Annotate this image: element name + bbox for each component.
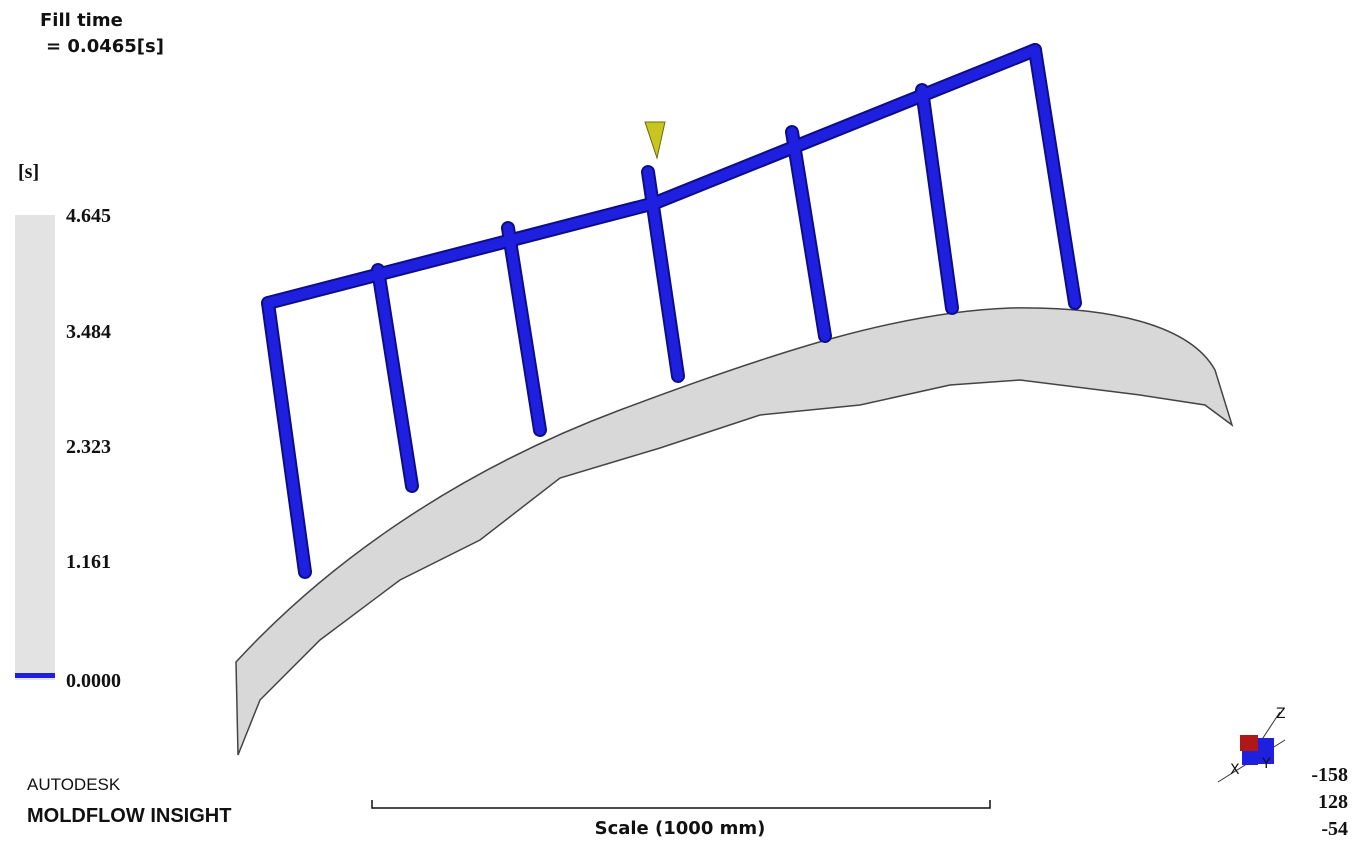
legend-bar	[15, 215, 55, 680]
scale-bar	[372, 800, 990, 808]
view-angle: -158	[1311, 764, 1348, 786]
legend-tick: 3.484	[66, 321, 111, 343]
view-angle: -54	[1321, 818, 1348, 840]
molded-part	[236, 308, 1232, 755]
label: Z	[1276, 706, 1286, 722]
result-title: Fill time	[40, 10, 123, 31]
result-value: = 0.0465[s]	[46, 36, 164, 57]
legend-tick: 4.645	[66, 205, 111, 227]
legend-marker	[15, 673, 55, 678]
view-angle: 128	[1318, 791, 1348, 813]
legend-unit: [s]	[18, 161, 39, 183]
scale-label: Scale (1000 mm)	[595, 818, 766, 839]
legend-tick: 0.0000	[66, 670, 121, 692]
label: X	[1230, 762, 1240, 778]
brand-product: MOLDFLOW INSIGHT	[27, 805, 231, 827]
injection-cone	[645, 122, 665, 158]
runner-system	[268, 50, 1075, 572]
label: Y	[1261, 756, 1271, 772]
label: MOLDFLOW	[27, 805, 145, 827]
brand-company: AUTODESK	[27, 775, 121, 794]
legend-tick: 1.161	[66, 551, 111, 573]
legend-tick: 2.323	[66, 436, 111, 458]
viewport: Fill time = 0.0465[s] [s] 4.645 3.484 2.…	[0, 0, 1352, 842]
view-triad: Z Y X	[1218, 706, 1286, 782]
label: INSIGHT	[150, 805, 231, 827]
